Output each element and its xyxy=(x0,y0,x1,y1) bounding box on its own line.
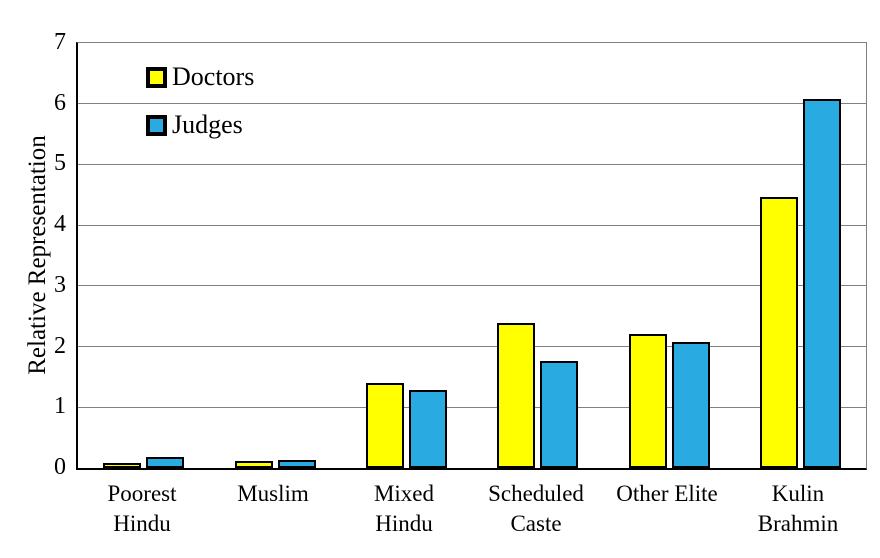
gridline xyxy=(78,346,866,348)
y-tick-label: 7 xyxy=(54,29,66,55)
bar-judges-1 xyxy=(146,457,184,468)
gridline xyxy=(78,103,866,105)
legend-label-doctors: Doctors xyxy=(172,62,255,91)
bar-doctors-3 xyxy=(366,383,404,468)
y-tick-label: 4 xyxy=(54,211,66,238)
gridline xyxy=(78,406,866,408)
legend-item-judges: Judges xyxy=(146,112,254,138)
gridline xyxy=(78,285,866,287)
legend-item-doctors: Doctors xyxy=(146,64,254,90)
bar-doctors-4 xyxy=(497,323,535,468)
bar-judges-2 xyxy=(278,460,316,468)
x-category-label: Kulin Brahmin xyxy=(757,481,839,536)
x-category-label: Muslim xyxy=(237,481,309,506)
bar-doctors-1 xyxy=(103,463,141,468)
y-tick-label: 1 xyxy=(54,393,66,420)
gridline xyxy=(78,224,866,226)
y-axis-tick-labels: 0 1 2 3 4 5 6 7 xyxy=(0,30,66,479)
y-tick-label: 2 xyxy=(54,332,66,359)
doctors-swatch-icon xyxy=(146,66,167,88)
bar-judges-4 xyxy=(540,361,578,468)
bar-doctors-6 xyxy=(760,197,798,468)
y-tick-label: 5 xyxy=(54,150,66,177)
y-tick-label: 3 xyxy=(54,271,66,298)
x-category-label: Mixed Hindu xyxy=(373,481,435,536)
x-category-label: Other Elite xyxy=(616,481,718,506)
y-tick-label: 0 xyxy=(54,454,66,480)
y-tick-label: 6 xyxy=(54,89,66,116)
x-category-label: Poorest Hindu xyxy=(107,481,177,536)
gridline xyxy=(78,163,866,165)
judges-swatch-icon xyxy=(146,114,167,136)
x-axis-category-labels: Poorest Hindu Muslim Mixed Hindu Scheduled … xyxy=(76,479,864,551)
x-category-label: Scheduled Caste xyxy=(488,481,584,536)
plot-area xyxy=(76,42,867,470)
bar-doctors-5 xyxy=(629,334,667,468)
legend: Doctors Judges xyxy=(146,64,254,160)
legend-label-judges: Judges xyxy=(172,110,243,139)
bar-judges-3 xyxy=(409,390,447,468)
bar-judges-5 xyxy=(672,342,710,468)
bar-doctors-2 xyxy=(235,461,273,468)
bar-judges-6 xyxy=(803,99,841,468)
